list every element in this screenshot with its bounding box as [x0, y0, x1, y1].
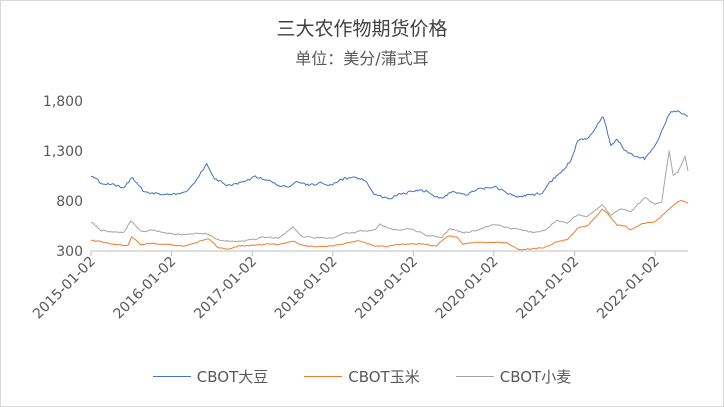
legend-swatch — [455, 376, 494, 377]
legend-label: CBOT玉米 — [348, 368, 420, 386]
legend-swatch — [152, 376, 191, 377]
series-layer — [90, 110, 689, 251]
y-tick-label: 1,300 — [43, 144, 83, 160]
x-axis: 2015-01-02 2016-01-02 2017-01-02 2018-01-02… — [30, 251, 663, 322]
y-axis: 300 800 1,300 1,800 — [43, 94, 83, 260]
legend-label: CBOT小麦 — [499, 368, 572, 386]
series-line-1 — [90, 200, 689, 251]
series-line-2 — [90, 150, 689, 243]
legend: CBOT大豆 CBOT玉米 CBOT小麦 — [0, 366, 724, 387]
legend-item: CBOT小麦 — [455, 366, 572, 387]
legend-item: CBOT大豆 — [152, 366, 269, 387]
series-line-0 — [90, 110, 689, 200]
x-tick-label: 2020-01-02 — [433, 254, 502, 323]
legend-item: CBOT玉米 — [304, 366, 420, 387]
legend-swatch — [304, 376, 343, 377]
x-tick-label: 2021-01-02 — [514, 254, 583, 323]
x-tick-label: 2015-01-02 — [30, 254, 99, 323]
x-tick-label: 2017-01-02 — [191, 254, 260, 323]
y-tick-label: 300 — [56, 244, 83, 260]
x-tick-label: 2018-01-02 — [272, 254, 341, 323]
y-tick-label: 1,800 — [43, 94, 83, 110]
chart-title: 三大农作物期货价格 — [276, 18, 448, 40]
chart-subtitle: 单位：美分/蒲式耳 — [295, 49, 429, 68]
legend-label: CBOT大豆 — [196, 368, 269, 386]
x-tick-label: 2022-01-02 — [594, 254, 663, 323]
y-tick-label: 800 — [56, 194, 83, 210]
x-tick-label: 2019-01-02 — [352, 254, 421, 323]
x-tick-label: 2016-01-02 — [111, 254, 180, 323]
